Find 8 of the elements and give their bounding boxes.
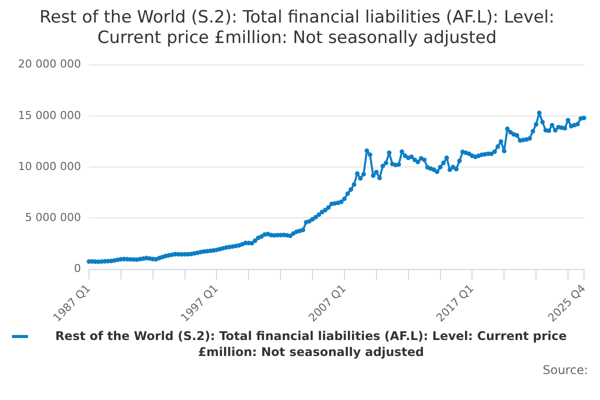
y-tick-label: 15 000 000 (18, 108, 81, 122)
y-tick-label: 5 000 000 (24, 211, 81, 224)
y-tick-label: 0 (74, 262, 81, 276)
source-note: Source: (542, 362, 589, 378)
y-tick-label: 10 000 000 (18, 160, 81, 173)
y-tick-label: 20 000 000 (18, 58, 81, 71)
chart-title: Rest of the World (S.2): Total financial liabilities (AF.L): Level: Current price £million: Not seasonally adjusted (40, 8, 554, 48)
legend-label: Rest of the World (S.2): Total financial liabilities (AF.L): Level: Current price £million: Not seasonally adjusted (54, 328, 568, 360)
